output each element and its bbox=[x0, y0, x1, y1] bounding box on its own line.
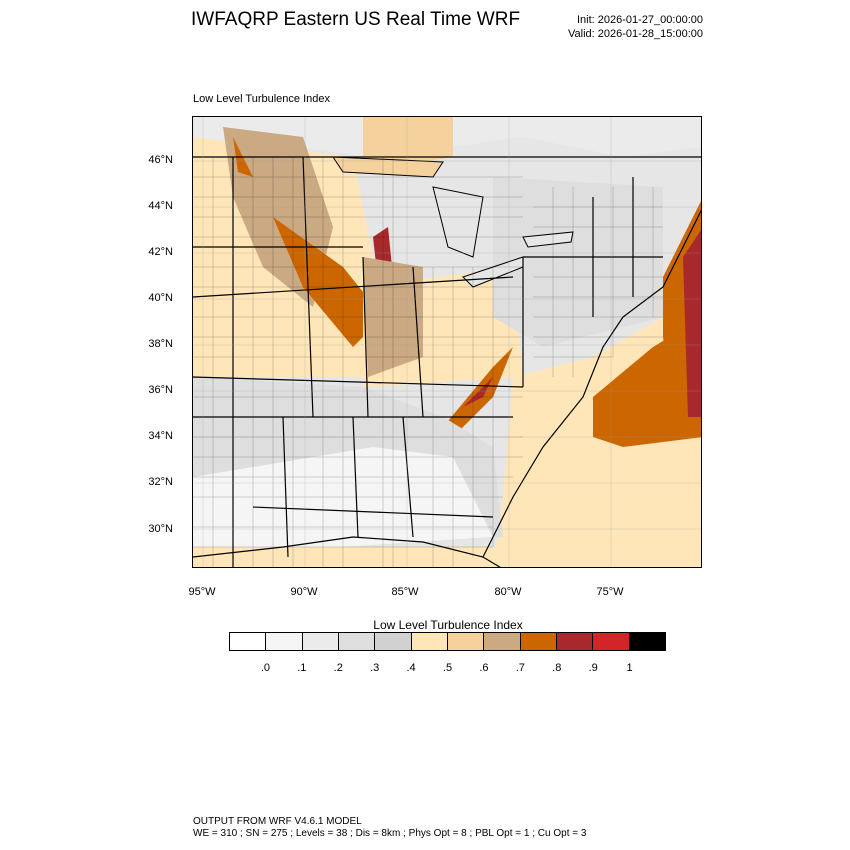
lat-label: 34°N bbox=[148, 430, 173, 442]
valid-time: Valid: 2026-01-28_15:00:00 bbox=[568, 28, 703, 40]
footer-line-2: WE = 310 ; SN = 275 ; Levels = 38 ; Dis … bbox=[193, 828, 587, 839]
map-field-title: Low Level Turbulence Index bbox=[193, 93, 330, 105]
colorbar-cell bbox=[556, 633, 594, 650]
turbulence-map bbox=[192, 116, 702, 568]
colorbar bbox=[229, 632, 666, 651]
lon-label: 95°W bbox=[188, 586, 216, 598]
lat-label: 30°N bbox=[148, 523, 173, 535]
colorbar-cell bbox=[629, 633, 665, 650]
lat-label: 46°N bbox=[148, 154, 173, 166]
colorbar-cell bbox=[593, 633, 630, 650]
lon-label: 75°W bbox=[596, 586, 624, 598]
colorbar-cell bbox=[520, 633, 557, 650]
midwest-high-field bbox=[273, 217, 383, 347]
model-footer: OUTPUT FROM WRF V4.6.1 MODEL WE = 310 ; … bbox=[193, 816, 586, 840]
lat-label: 38°N bbox=[148, 338, 173, 350]
map-canvas bbox=[193, 117, 701, 567]
colorbar-cell bbox=[338, 633, 376, 650]
colorbar-cell bbox=[484, 633, 521, 650]
colorbar-label: .0 bbox=[260, 662, 270, 674]
colorbar-label: .8 bbox=[552, 662, 562, 674]
colorbar-cell bbox=[411, 633, 448, 650]
colorbar-label: .6 bbox=[479, 662, 489, 674]
atlantic-coastline bbox=[482, 209, 701, 558]
colorbar-label: .7 bbox=[515, 662, 525, 674]
colorbar-label: .9 bbox=[588, 662, 598, 674]
lat-label: 36°N bbox=[148, 384, 173, 396]
chart-title: IWFAQRP Eastern US Real Time WRF bbox=[191, 9, 521, 30]
gulf-field bbox=[193, 547, 512, 567]
time-info: Init: 2026-01-27_00:00:00 Valid: 2026-01… bbox=[568, 13, 703, 41]
colorbar-cell bbox=[375, 633, 412, 650]
colorbar-label: .3 bbox=[370, 662, 380, 674]
graticule bbox=[193, 117, 701, 567]
colorbar-cell bbox=[230, 633, 267, 650]
lake-huron bbox=[432, 186, 484, 258]
lon-label: 80°W bbox=[494, 586, 522, 598]
init-time: Init: 2026-01-27_00:00:00 bbox=[577, 14, 703, 26]
colorbar-label: .1 bbox=[297, 662, 307, 674]
colorbar-cell bbox=[266, 633, 303, 650]
gulf-coastline bbox=[193, 536, 501, 567]
county-borders bbox=[193, 157, 663, 567]
lat-label: 40°N bbox=[148, 292, 173, 304]
lat-label: 44°N bbox=[148, 200, 173, 212]
canada-field-2 bbox=[363, 117, 453, 167]
colorbar-cell bbox=[302, 633, 339, 650]
colorbar-cell bbox=[447, 633, 485, 650]
lon-label: 85°W bbox=[391, 586, 419, 598]
northeast-field bbox=[493, 177, 663, 347]
colorbar-label: .2 bbox=[333, 662, 343, 674]
footer-line-1: OUTPUT FROM WRF V4.6.1 MODEL bbox=[193, 816, 362, 827]
atlantic-severe-field bbox=[683, 230, 701, 417]
colorbar-label: 1 bbox=[626, 662, 633, 674]
colorbar-label: .5 bbox=[442, 662, 453, 674]
lat-label: 32°N bbox=[148, 476, 173, 488]
lon-label: 90°W bbox=[290, 586, 318, 598]
lake-ontario bbox=[522, 231, 574, 248]
lat-label: 42°N bbox=[148, 246, 173, 258]
colorbar-title: Low Level Turbulence Index bbox=[373, 618, 523, 632]
appalachian-severe-field bbox=[463, 377, 493, 407]
colorbar-label: .4 bbox=[406, 662, 416, 674]
